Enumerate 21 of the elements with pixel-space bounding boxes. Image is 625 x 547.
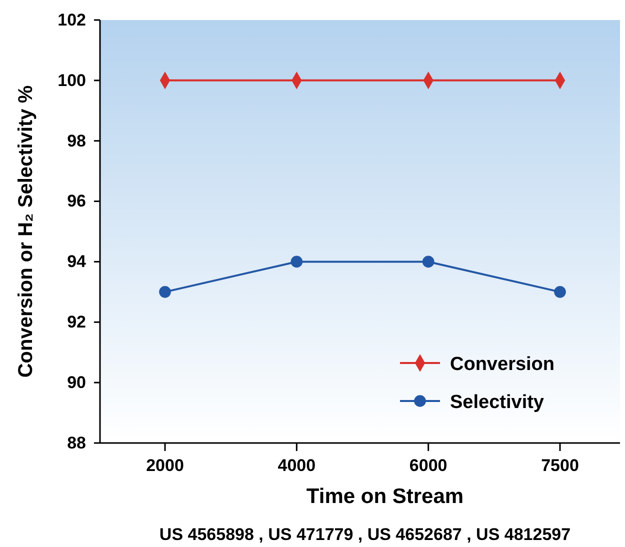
point <box>290 256 303 268</box>
point <box>159 286 171 298</box>
text: US 4565898 , US 471779 , US 4652687 , US 4812597 <box>159 525 571 544</box>
x-tick-label: 4000 <box>278 456 316 475</box>
legend-label: Selectivity <box>450 392 544 413</box>
y-tick-label: 88 <box>67 433 86 452</box>
y-tick-label: 102 <box>58 10 86 30</box>
y-tick-label: 94 <box>67 252 87 272</box>
y-tick-label: 100 <box>58 70 86 90</box>
x-tick-label: 6000 <box>409 456 448 475</box>
y-axis-title: Conversion or H₂ Selectivity % <box>15 85 37 378</box>
legend-label: Conversion <box>450 354 555 375</box>
point <box>422 256 434 268</box>
x-tick-label: 7500 <box>541 456 579 475</box>
point <box>554 286 566 298</box>
y-tick-label: 90 <box>67 373 86 392</box>
y-tick-label: 92 <box>67 312 86 332</box>
x-axis-title: Time on Stream <box>306 485 464 508</box>
y-tick-label: 96 <box>67 192 86 211</box>
y-tick-label: 98 <box>67 131 86 150</box>
x-tick-label: 2000 <box>146 456 184 475</box>
